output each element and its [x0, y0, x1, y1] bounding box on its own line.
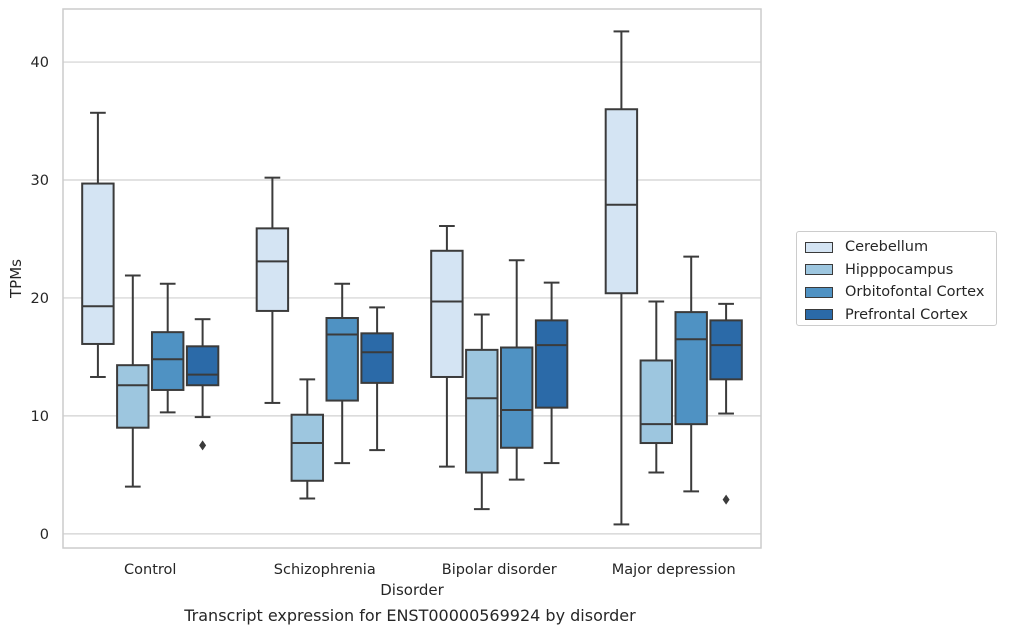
box-prefrontal-cortex-1 [360, 332, 394, 384]
x-tick-label: Major depression [612, 562, 736, 578]
y-tick-label: 40 [31, 55, 49, 71]
legend-swatch [805, 264, 833, 276]
legend: Cerebellum Hipppocampus Orbitofontal Corte… [796, 231, 997, 326]
y-tick-label: 0 [40, 527, 49, 543]
box-hipppocampus-2 [465, 348, 499, 474]
box-prefrontal-cortex-2 [534, 319, 569, 409]
figure-caption: Transcript expression for ENST0000056992… [184, 606, 636, 625]
x-axis-label: Disorder [380, 581, 444, 599]
box-orbitofontal-cortex-1 [325, 317, 359, 402]
box-hipppocampus-0 [116, 364, 150, 429]
legend-label: Orbitofontal Cortex [845, 284, 985, 301]
box-prefrontal-cortex-3-outlier [722, 494, 730, 505]
y-tick-label: 20 [31, 291, 49, 307]
box-prefrontal-cortex-0 [185, 345, 220, 387]
box-hipppocampus-3 [639, 359, 674, 445]
box-prefrontal-cortex-3 [709, 319, 743, 381]
box-cerebellum-3 [604, 108, 639, 295]
legend-item: Prefrontal Cortex [805, 304, 996, 327]
x-tick-label: Bipolar disorder [442, 562, 557, 578]
box-orbitofontal-cortex-2 [499, 346, 534, 449]
y-tick-label: 30 [31, 173, 49, 189]
legend-item: Cerebellum [805, 236, 996, 259]
box-orbitofontal-cortex-3 [674, 311, 708, 426]
legend-swatch [805, 286, 833, 298]
legend-swatch [805, 241, 833, 253]
plot-area [63, 9, 761, 548]
legend-label: Cerebellum [845, 239, 929, 256]
legend-swatch [805, 309, 833, 321]
plot-frame [62, 8, 762, 549]
box-hipppocampus-1 [290, 413, 325, 482]
x-tick-label: Schizophrenia [274, 562, 376, 578]
y-axis-label: TPMs [7, 259, 25, 299]
box-orbitofontal-cortex-0 [150, 331, 185, 391]
legend-item: Orbitofontal Cortex [805, 281, 996, 304]
box-cerebellum-1 [255, 227, 290, 312]
legend-item: Hipppocampus [805, 259, 996, 282]
box-cerebellum-0 [81, 182, 115, 345]
legend-label: Prefrontal Cortex [845, 306, 968, 323]
box-cerebellum-2 [430, 249, 464, 378]
legend-label: Hipppocampus [845, 261, 954, 278]
box-prefrontal-cortex-0-outlier [199, 440, 207, 451]
y-tick-label: 10 [31, 409, 49, 425]
x-tick-label: Control [124, 562, 176, 578]
